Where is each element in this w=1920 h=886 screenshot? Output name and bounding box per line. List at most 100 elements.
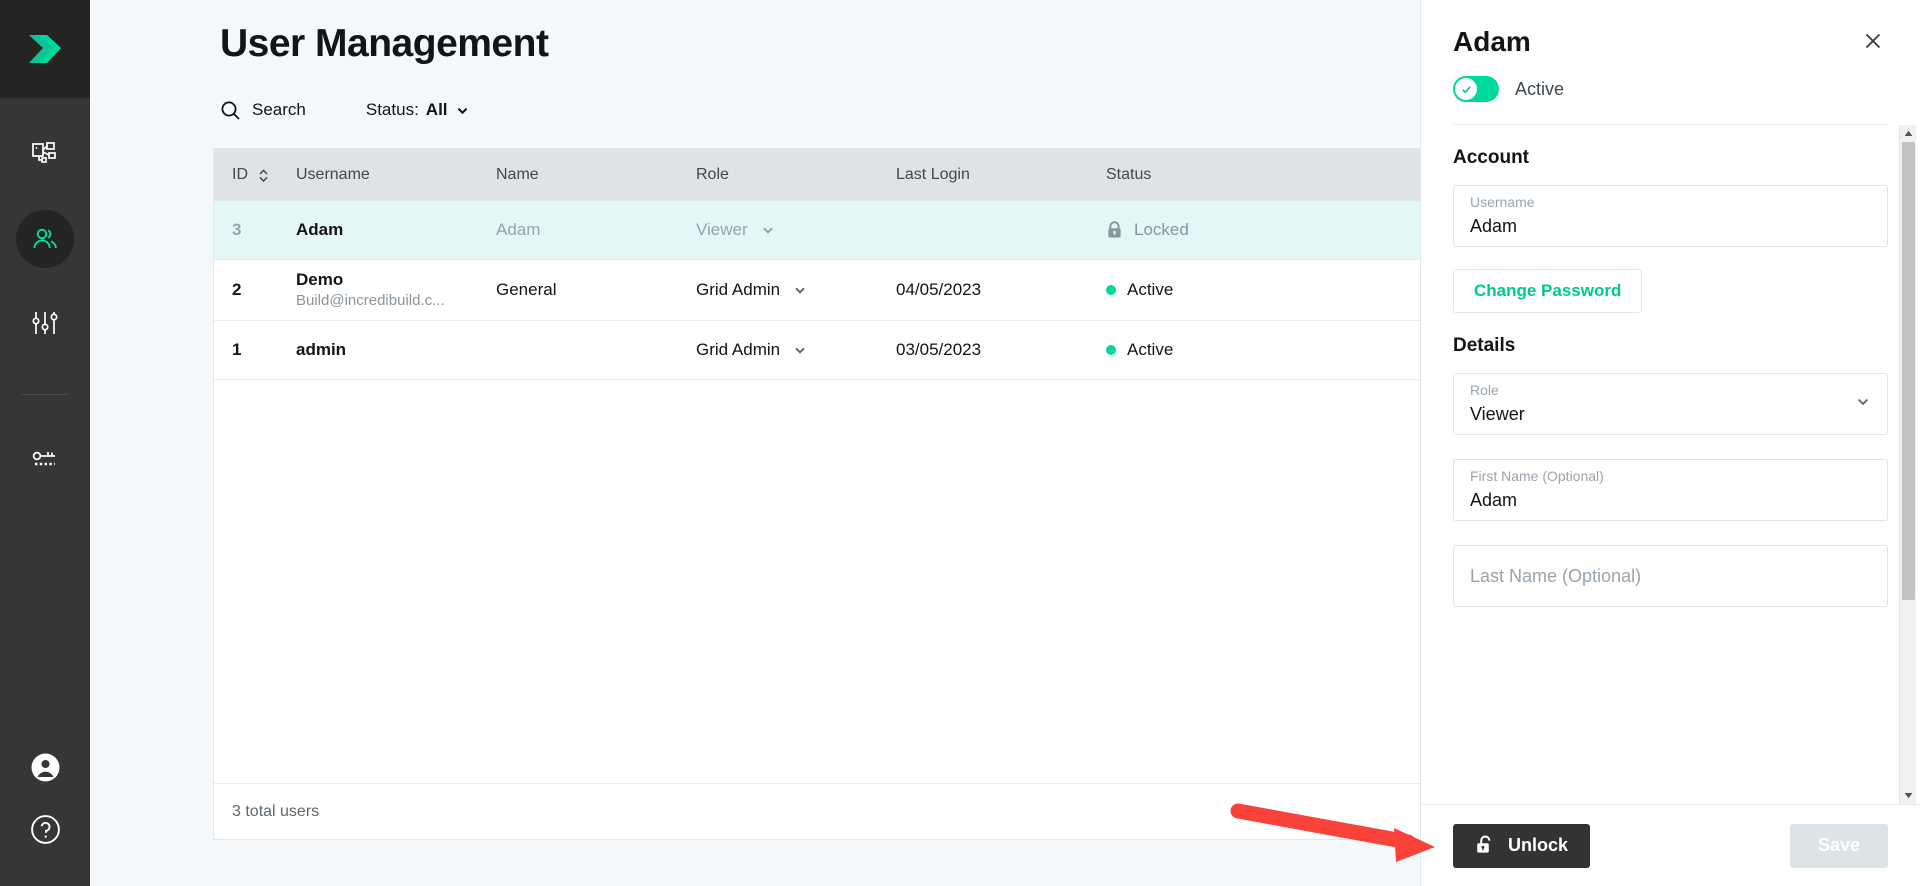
table-header-row: ID Username Name Role Last Login Status — [214, 149, 1477, 201]
cell-username-text: admin — [296, 340, 347, 359]
users-table: ID Username Name Role Last Login Status … — [213, 148, 1478, 840]
table-body: 3 Adam Adam Viewer — [214, 201, 1477, 783]
sidebar-item-users[interactable] — [16, 210, 74, 268]
sidebar-bottom-nav — [30, 752, 61, 850]
cell-name: Adam — [496, 220, 541, 239]
column-header-username[interactable]: Username — [296, 166, 370, 183]
table-row[interactable]: 1 admin Grid Admin 03/05/2023 Acti — [214, 321, 1477, 380]
section-title-account: Account — [1453, 147, 1529, 168]
cell-role-text: Viewer — [696, 220, 748, 239]
status-badge-locked: Locked — [1106, 220, 1189, 240]
column-header-name[interactable]: Name — [496, 166, 539, 183]
license-key-icon — [32, 451, 55, 466]
column-label-id: ID — [232, 166, 248, 183]
section-title-details: Details — [1453, 335, 1516, 356]
first-name-field-label: First Name (Optional) — [1470, 468, 1604, 485]
active-toggle-label: Active — [1515, 78, 1565, 99]
column-header-id[interactable]: ID — [214, 166, 296, 184]
account-avatar-icon — [31, 753, 59, 782]
cell-name: General — [496, 280, 557, 299]
column-header-role[interactable]: Role — [696, 166, 729, 183]
cell-role-text: Grid Admin — [696, 280, 781, 299]
panel-body: Account Username Adam Change Password De… — [1421, 125, 1920, 804]
status-dot-active — [1106, 345, 1116, 355]
cell-status: Locked — [1106, 220, 1326, 240]
scrollbar-thumb[interactable] — [1901, 142, 1915, 600]
sidebar-divider — [21, 394, 69, 395]
cell-id: 2 — [232, 280, 242, 299]
status-text: Locked — [1134, 220, 1189, 239]
last-name-field[interactable]: Last Name (Optional) — [1453, 545, 1888, 607]
field-spacer — [1453, 521, 1888, 545]
sort-updown-icon — [259, 168, 268, 182]
username-field-label: Username — [1470, 194, 1535, 211]
panel-scrollbar[interactable] — [1899, 125, 1916, 804]
cell-id: 1 — [232, 340, 242, 359]
role-select[interactable]: Role Viewer — [1453, 373, 1888, 435]
table-footer-total: 3 total users — [214, 783, 1477, 839]
username-field[interactable]: Username Adam — [1453, 185, 1888, 247]
chevron-down-icon — [762, 227, 773, 234]
chevron-down-icon — [1855, 394, 1871, 415]
status-dot-active — [1106, 285, 1116, 295]
cell-username-text: Adam — [296, 220, 344, 239]
panel-title: Adam — [1453, 26, 1531, 57]
chevron-down-icon — [795, 347, 805, 354]
cell-username: Adam — [296, 220, 496, 240]
build-grid-icon — [32, 142, 56, 163]
sidebar-item-builds[interactable] — [16, 126, 74, 184]
close-panel-button[interactable] — [1858, 26, 1888, 56]
table-row[interactable]: 3 Adam Adam Viewer — [214, 201, 1477, 260]
check-icon — [1461, 85, 1471, 93]
sidebar-item-license[interactable] — [16, 431, 74, 489]
cell-username-email: Build@incredibuild.c... — [296, 292, 445, 309]
last-name-field-placeholder: Last Name (Optional) — [1470, 565, 1642, 586]
help-question-icon — [30, 815, 60, 844]
sliders-settings-icon — [32, 312, 58, 334]
panel-footer: Unlock Save — [1421, 804, 1920, 886]
search-placeholder-label: Search — [252, 100, 306, 119]
users-icon — [33, 228, 57, 248]
user-detail-panel: Adam Active — [1420, 0, 1920, 886]
cell-last-login: 04/05/2023 — [896, 280, 982, 299]
cell-status: Active — [1106, 340, 1326, 360]
page-title: User Management — [220, 22, 549, 65]
role-field-label: Role — [1470, 382, 1499, 399]
cell-username: Demo Build@incredibuild.c... — [296, 270, 496, 310]
scroll-down-arrow-icon[interactable] — [1900, 787, 1917, 804]
first-name-field[interactable]: First Name (Optional) Adam — [1453, 459, 1888, 521]
column-header-status[interactable]: Status — [1106, 166, 1152, 183]
cell-role-text: Grid Admin — [696, 340, 781, 359]
chevron-down-icon — [795, 287, 805, 294]
status-filter-dropdown[interactable]: Status: All — [366, 100, 470, 120]
status-text: Active — [1127, 280, 1174, 299]
save-button[interactable]: Save — [1789, 823, 1888, 868]
cell-username-text: Demo — [296, 270, 344, 289]
cell-role-dropdown[interactable]: Grid Admin — [696, 280, 896, 300]
column-header-last-login[interactable]: Last Login — [896, 166, 970, 183]
unlock-button-label: Unlock — [1508, 835, 1569, 855]
table-row[interactable]: 2 Demo Build@incredibuild.c... General G… — [214, 260, 1477, 321]
cell-role-dropdown[interactable]: Grid Admin — [696, 340, 896, 360]
active-toggle-row: Active — [1453, 76, 1888, 102]
status-text: Active — [1127, 340, 1174, 359]
search-input[interactable]: Search — [220, 100, 306, 121]
role-field-value: Viewer — [1470, 403, 1525, 424]
change-password-button[interactable]: Change Password — [1453, 269, 1643, 313]
sidebar-item-help[interactable] — [30, 814, 61, 850]
active-toggle[interactable] — [1453, 76, 1499, 102]
field-spacer — [1453, 435, 1888, 459]
scroll-up-arrow-icon[interactable] — [1900, 125, 1917, 142]
app-logo[interactable] — [0, 0, 90, 98]
unlock-button[interactable]: Unlock — [1453, 823, 1591, 868]
status-filter-value: All — [425, 100, 448, 119]
lock-icon — [1108, 221, 1121, 238]
close-icon — [1865, 33, 1881, 49]
cell-role-dropdown[interactable]: Viewer — [696, 220, 896, 240]
sidebar-item-settings[interactable] — [16, 294, 74, 352]
sidebar-item-account[interactable] — [30, 752, 61, 788]
chevron-down-icon — [457, 107, 467, 114]
cell-status: Active — [1106, 280, 1326, 300]
cell-id: 3 — [232, 220, 242, 239]
